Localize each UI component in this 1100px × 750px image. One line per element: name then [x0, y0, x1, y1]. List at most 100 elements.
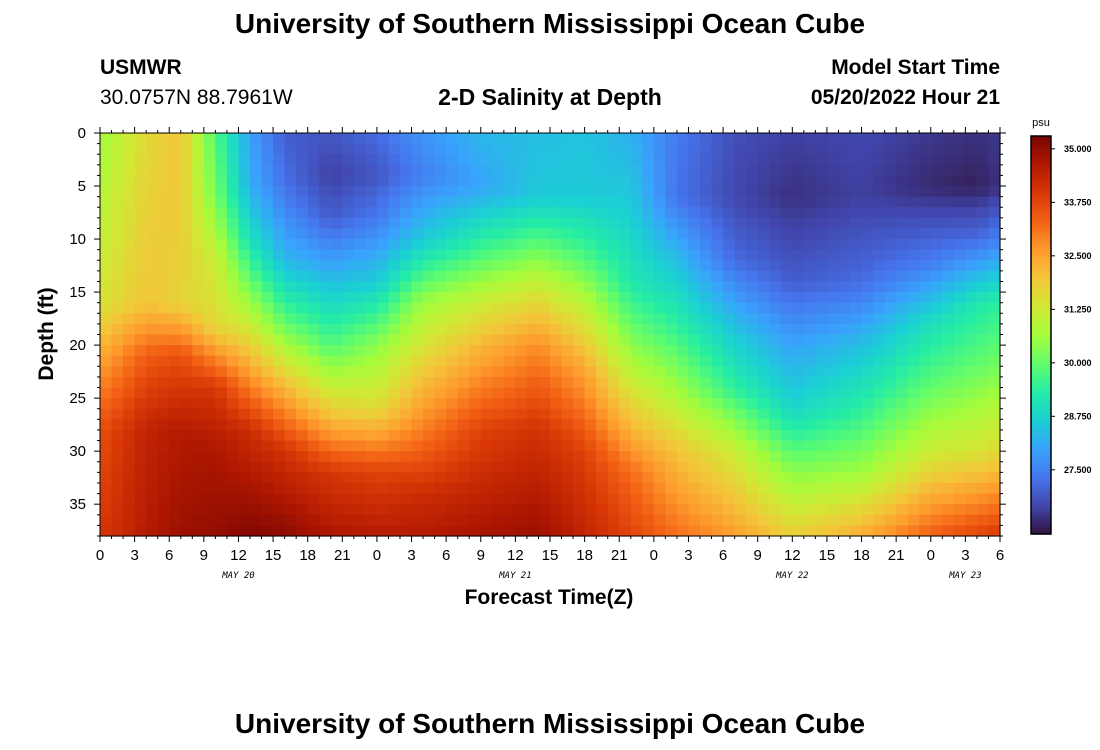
heatmap-cell	[919, 292, 932, 304]
heatmap-cell	[100, 345, 113, 357]
heatmap-cell	[157, 249, 170, 261]
heatmap-cell	[942, 270, 955, 283]
heatmap-cell	[642, 419, 655, 431]
colorbar-segment	[1031, 364, 1051, 369]
heatmap-cell	[619, 514, 632, 526]
heatmap-cell	[134, 133, 147, 145]
heatmap-cell	[803, 451, 816, 463]
heatmap-cell	[446, 207, 459, 219]
heatmap-cell	[596, 376, 609, 389]
heatmap-cell	[203, 429, 216, 442]
heatmap-cell	[792, 387, 805, 399]
heatmap-cell	[515, 419, 528, 431]
heatmap-cell	[607, 376, 620, 389]
heatmap-cell	[907, 323, 920, 336]
heatmap-cell	[815, 525, 828, 537]
heatmap-cell	[238, 323, 251, 336]
heatmap-cell	[538, 451, 551, 463]
heatmap-cell	[192, 249, 205, 261]
heatmap-cell	[596, 504, 609, 516]
heatmap-cell	[284, 472, 297, 484]
heatmap-cell	[596, 408, 609, 420]
heatmap-cell	[134, 154, 147, 166]
heatmap-cell	[296, 366, 309, 378]
heatmap-cell	[319, 451, 332, 463]
heatmap-cell	[746, 355, 759, 367]
heatmap-cell	[411, 164, 424, 177]
heatmap-cell	[250, 398, 263, 410]
heatmap-cell	[157, 334, 170, 346]
heatmap-cell	[550, 493, 563, 505]
heatmap-cell	[503, 355, 516, 367]
heatmap-cell	[826, 472, 840, 484]
heatmap-cell	[123, 196, 136, 208]
heatmap-cell	[723, 186, 736, 198]
heatmap-cell	[896, 482, 909, 495]
heatmap-cell	[826, 387, 840, 399]
heatmap-cell	[180, 133, 193, 145]
heatmap-cell	[873, 164, 886, 177]
heatmap-cell	[203, 323, 216, 336]
heatmap-cell	[365, 207, 378, 219]
heatmap-cell	[215, 154, 228, 166]
heatmap-cell	[457, 154, 470, 166]
heatmap-cell	[526, 461, 540, 473]
heatmap-cell	[700, 207, 713, 219]
heatmap-cell	[815, 143, 828, 155]
heatmap-cell	[550, 175, 563, 187]
heatmap-cell	[550, 239, 563, 251]
heatmap-cell	[780, 387, 793, 399]
heatmap-cell	[296, 451, 309, 463]
heatmap-cell	[100, 451, 113, 463]
heatmap-cell	[434, 228, 447, 240]
heatmap-cell	[376, 440, 390, 452]
heatmap-cell	[284, 313, 297, 325]
colorbar-segment	[1031, 527, 1051, 532]
heatmap-cell	[907, 302, 920, 314]
heatmap-cell	[434, 302, 447, 314]
heatmap-cell	[838, 143, 851, 155]
x-day-label: MAY 20	[221, 571, 255, 581]
heatmap-cell	[723, 292, 736, 304]
heatmap-cell	[515, 196, 528, 208]
heatmap-cell	[792, 154, 805, 166]
heatmap-cell	[446, 186, 459, 198]
heatmap-cell	[353, 514, 366, 526]
heatmap-cell	[815, 493, 828, 505]
heatmap-cell	[203, 482, 216, 495]
heatmap-cell	[746, 461, 759, 473]
heatmap-cell	[607, 504, 620, 516]
colorbar-segment	[1031, 311, 1051, 316]
heatmap-cell	[515, 345, 528, 357]
heatmap-cell	[619, 186, 632, 198]
colorbar-segment	[1031, 169, 1051, 174]
heatmap-cell	[169, 440, 182, 452]
heatmap-cell	[838, 175, 851, 187]
heatmap-cell	[111, 133, 124, 145]
heatmap-cell	[965, 376, 978, 389]
heatmap-cell	[226, 292, 240, 304]
colorbar-segment	[1031, 182, 1051, 187]
heatmap-cell	[111, 387, 124, 399]
heatmap-cell	[861, 228, 874, 240]
heatmap-cell	[838, 207, 851, 219]
heatmap-cell	[376, 323, 390, 336]
heatmap-cell	[573, 461, 586, 473]
heatmap-cell	[584, 419, 597, 431]
heatmap-cell	[850, 408, 863, 420]
heatmap-cell	[365, 292, 378, 304]
heatmap-cell	[307, 398, 320, 410]
heatmap-cell	[988, 239, 1001, 251]
heatmap-cell	[919, 186, 932, 198]
heatmap-cell	[757, 313, 770, 325]
heatmap-cell	[861, 461, 874, 473]
heatmap-cell	[896, 302, 909, 314]
heatmap-cell	[261, 154, 274, 166]
heatmap-cell	[134, 525, 147, 537]
heatmap-cell	[803, 239, 816, 251]
heatmap-cell	[976, 366, 990, 378]
heatmap-cell	[861, 239, 874, 251]
heatmap-cell	[238, 451, 251, 463]
heatmap-cell	[619, 419, 632, 431]
heatmap-cell	[780, 504, 793, 516]
